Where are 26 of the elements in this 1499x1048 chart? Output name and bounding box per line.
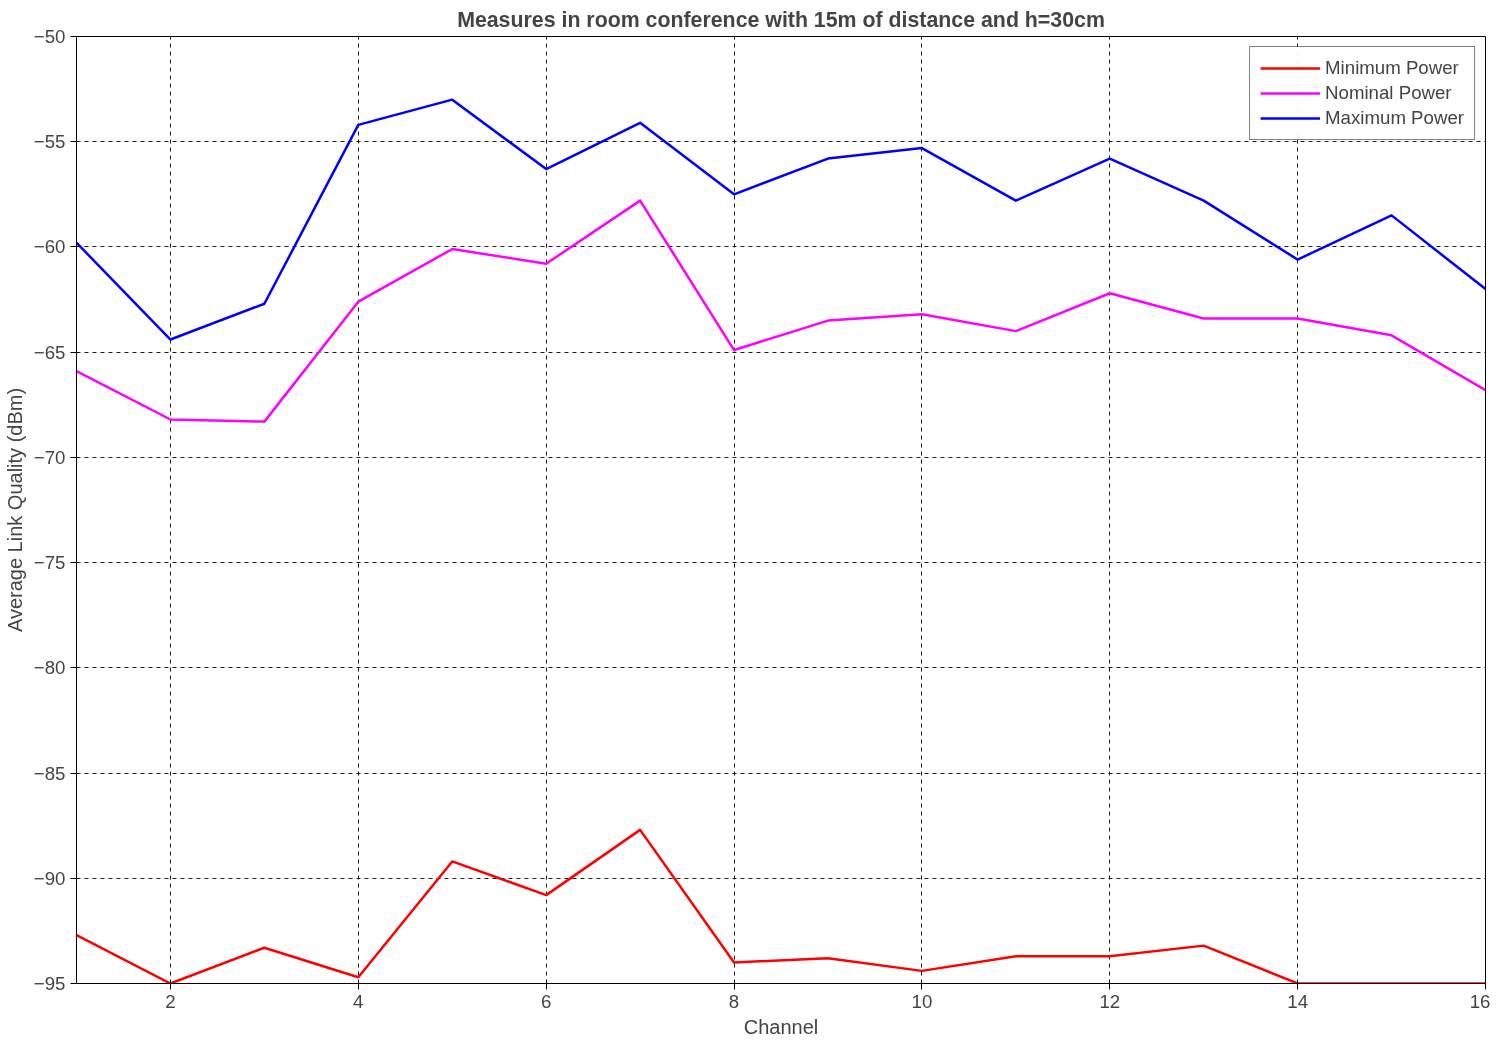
y-tick-label: −65 [33, 341, 66, 363]
y-tick-label: −80 [33, 657, 66, 679]
x-tick-label: 2 [165, 990, 176, 1012]
legend-label: Maximum Power [1325, 107, 1464, 129]
y-tick-label: −95 [33, 973, 66, 994]
x-tick-label: 16 [1469, 990, 1491, 1012]
y-tick-label: −75 [33, 552, 66, 574]
line-series [76, 199, 1486, 423]
x-tick-label: 6 [540, 990, 552, 1012]
x-axis-title: Channel [743, 1015, 819, 1038]
line-series [76, 98, 1486, 341]
y-tick-label: −70 [33, 446, 66, 468]
x-tick-label: 12 [1099, 990, 1121, 1012]
y-tick-label: −60 [33, 236, 66, 258]
y-tick-label: −85 [33, 762, 66, 784]
x-tick-label: 4 [353, 990, 364, 1012]
x-tick-label: 10 [911, 990, 933, 1012]
chart-title: Measures in room conference with 15m of distance and h=30cm [457, 7, 1105, 32]
y-tick-label: −55 [33, 131, 66, 153]
x-tick-label: 8 [728, 990, 740, 1012]
x-tick-label: 14 [1287, 990, 1309, 1012]
legend-label: Minimum Power [1325, 57, 1459, 79]
y-tick-label: −50 [33, 26, 66, 47]
y-tick-label: −90 [33, 867, 66, 889]
legend-label: Nominal Power [1325, 82, 1452, 104]
y-axis-title: Average Link Quality (dBm) [3, 387, 26, 633]
